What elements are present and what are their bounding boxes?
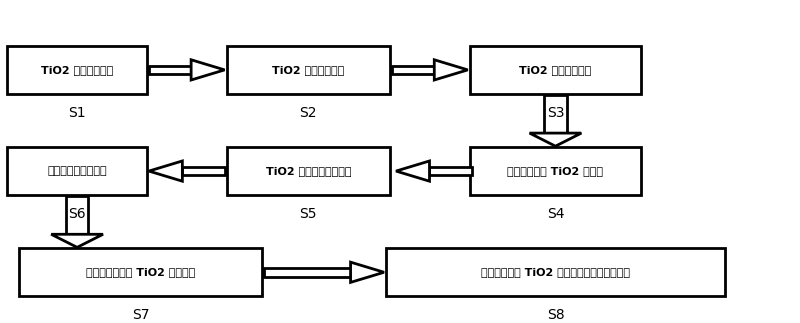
- Text: S5: S5: [299, 207, 317, 221]
- Bar: [430, 167, 472, 175]
- Bar: [265, 268, 350, 276]
- Text: TiO2 颗粒超声分散: TiO2 颗粒超声分散: [41, 65, 114, 75]
- FancyBboxPatch shape: [7, 46, 147, 94]
- Text: 硝酸处理获得 TiO2 纳米管: 硝酸处理获得 TiO2 纳米管: [507, 166, 603, 176]
- Text: S1: S1: [68, 106, 86, 120]
- Text: 银量子点沉积于 TiO2 纳米管上: 银量子点沉积于 TiO2 纳米管上: [86, 267, 195, 277]
- Bar: [544, 95, 566, 133]
- Text: S4: S4: [546, 207, 564, 221]
- Polygon shape: [396, 161, 430, 181]
- Polygon shape: [149, 161, 182, 181]
- Polygon shape: [51, 234, 103, 247]
- Text: S2: S2: [299, 106, 317, 120]
- Polygon shape: [434, 60, 468, 80]
- Bar: [149, 66, 191, 74]
- Text: 银量子点修饰 TiO2 纳米管于不同温度下退火: 银量子点修饰 TiO2 纳米管于不同温度下退火: [481, 267, 630, 277]
- Text: TiO2 纳米管烷基酸处理: TiO2 纳米管烷基酸处理: [266, 166, 351, 176]
- FancyBboxPatch shape: [226, 147, 390, 195]
- FancyBboxPatch shape: [19, 248, 262, 297]
- Text: S7: S7: [132, 308, 150, 322]
- Text: S6: S6: [68, 207, 86, 221]
- Text: S8: S8: [546, 308, 564, 322]
- FancyBboxPatch shape: [470, 147, 641, 195]
- Text: TiO2 溶液水热反应: TiO2 溶液水热反应: [272, 65, 345, 75]
- Bar: [392, 66, 434, 74]
- Bar: [66, 196, 88, 234]
- FancyBboxPatch shape: [386, 248, 725, 297]
- Text: 巯基乙酸吸附后清洗: 巯基乙酸吸附后清洗: [47, 166, 107, 176]
- Text: TiO2 反应沉淀清洗: TiO2 反应沉淀清洗: [519, 65, 591, 75]
- Text: S3: S3: [546, 106, 564, 120]
- FancyBboxPatch shape: [470, 46, 641, 94]
- FancyBboxPatch shape: [226, 46, 390, 94]
- Polygon shape: [530, 133, 582, 146]
- FancyBboxPatch shape: [7, 147, 147, 195]
- Bar: [182, 167, 225, 175]
- Polygon shape: [350, 262, 384, 282]
- Polygon shape: [191, 60, 225, 80]
